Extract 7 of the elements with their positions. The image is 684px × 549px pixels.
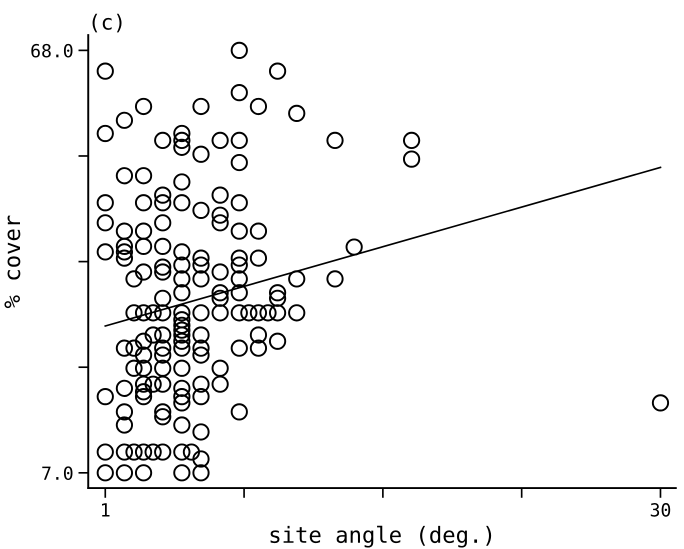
y-tick-label: 68.0: [31, 44, 72, 58]
x-axis-title: site angle (deg.): [270, 526, 492, 548]
x-tick-label: 1: [102, 503, 110, 516]
y-tick-label: 7.0: [42, 466, 72, 480]
chart-title: (c): [92, 14, 122, 32]
x-tick-label: 30: [650, 503, 670, 517]
y-axis-title: % cover: [4, 216, 20, 308]
